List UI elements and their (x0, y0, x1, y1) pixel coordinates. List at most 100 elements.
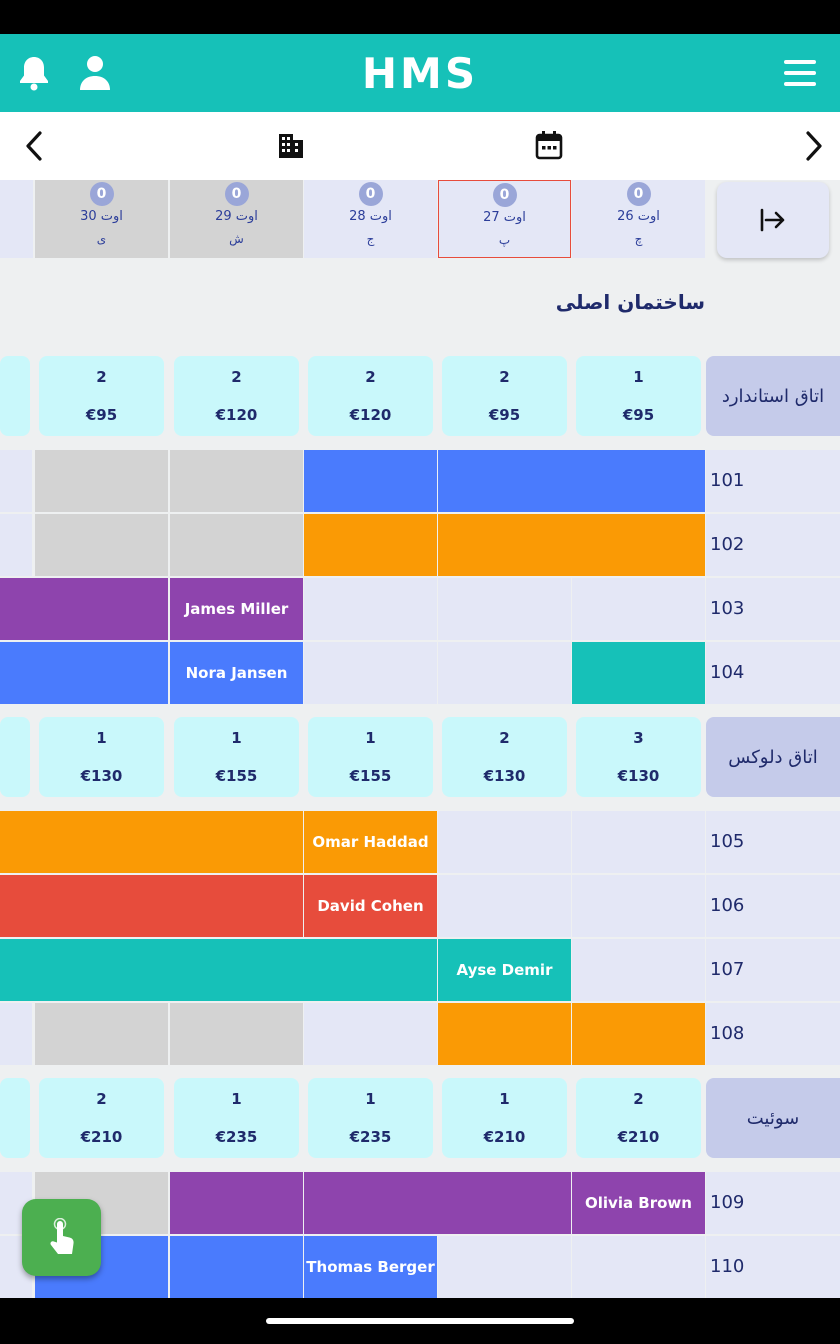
booking-bar[interactable] (0, 642, 168, 704)
room-day-cell[interactable] (304, 578, 437, 640)
room-day-cell[interactable] (35, 514, 168, 576)
room-row: David Cohen 106 (0, 875, 840, 937)
booking-bar[interactable] (0, 811, 303, 873)
booking-bar[interactable] (304, 1172, 571, 1234)
room-price: €210 (80, 1128, 123, 1146)
room-number[interactable]: 108 (706, 1003, 840, 1065)
booking-bar[interactable] (170, 1236, 303, 1298)
booking-bar[interactable] (572, 642, 705, 704)
room-day-cell[interactable] (572, 1236, 705, 1298)
room-type-label[interactable]: سوئیت (706, 1078, 840, 1158)
available-count: 1 (499, 1090, 510, 1108)
booking-bar[interactable] (438, 450, 705, 512)
available-count: 1 (633, 368, 644, 386)
day-cell[interactable]: 0 26 اوت چ (572, 180, 705, 258)
available-count: 3 (633, 729, 644, 747)
room-number[interactable]: 106 (706, 875, 840, 937)
room-number[interactable]: 103 (706, 578, 840, 640)
booking-bar[interactable] (304, 514, 437, 576)
available-count: 2 (365, 368, 376, 386)
day-date: 29 اوت (215, 209, 258, 224)
bell-icon[interactable] (16, 54, 52, 92)
booking-bar[interactable] (438, 1003, 571, 1065)
room-price: €120 (349, 406, 392, 424)
room-row: 101 (0, 450, 840, 512)
room-day-cell[interactable] (170, 514, 303, 576)
room-day-cell[interactable] (438, 811, 571, 873)
room-day-cell[interactable] (572, 875, 705, 937)
user-icon[interactable] (78, 54, 112, 92)
available-count: 2 (633, 1090, 644, 1108)
available-count: 1 (365, 729, 376, 747)
calendar-icon[interactable] (535, 130, 563, 160)
available-count: 1 (96, 729, 107, 747)
availability-cell: 1 €235 (174, 1078, 299, 1158)
day-weekday: ش (229, 232, 244, 246)
available-count: 2 (96, 368, 107, 386)
booking-bar[interactable] (304, 450, 437, 512)
room-day-cell[interactable] (0, 1003, 32, 1065)
tap-hand-icon (49, 1217, 74, 1254)
chevron-left-icon[interactable] (22, 130, 46, 162)
room-row: James Miller 103 (0, 578, 840, 640)
tap-action-button[interactable] (22, 1199, 101, 1276)
room-day-cell[interactable] (35, 450, 168, 512)
booking-bar[interactable] (170, 1172, 303, 1234)
chevron-right-icon[interactable] (802, 130, 826, 162)
room-day-cell[interactable] (170, 450, 303, 512)
room-day-cell[interactable] (572, 939, 705, 1001)
room-day-cell[interactable] (0, 514, 32, 576)
booking-bar[interactable] (0, 939, 133, 1001)
room-number[interactable]: 101 (706, 450, 840, 512)
day-cell[interactable]: 0 29 اوت ش (170, 180, 303, 258)
room-price: €210 (617, 1128, 660, 1146)
day-cell[interactable]: 0 30 اوت ی (35, 180, 168, 258)
room-price: €235 (215, 1128, 258, 1146)
booking-bar[interactable]: David Cohen (304, 875, 437, 937)
room-number[interactable]: 110 (706, 1236, 840, 1298)
booking-bar[interactable] (0, 875, 303, 937)
building-title: ساختمان اصلی (555, 290, 705, 314)
room-day-cell[interactable] (438, 642, 571, 704)
room-number[interactable]: 104 (706, 642, 840, 704)
room-number[interactable]: 109 (706, 1172, 840, 1234)
room-day-cell[interactable] (35, 1003, 168, 1065)
room-day-cell[interactable] (0, 450, 32, 512)
room-type-label[interactable]: اتاق دلوکس (706, 717, 840, 797)
app-bar: HMS (0, 34, 840, 112)
booking-bar[interactable]: Olivia Brown (572, 1172, 705, 1234)
home-indicator[interactable] (266, 1318, 574, 1324)
availability-cell: 2 €210 (39, 1078, 164, 1158)
booking-bar[interactable]: James Miller (170, 578, 303, 640)
room-day-cell[interactable] (572, 811, 705, 873)
hamburger-icon[interactable] (782, 58, 818, 88)
room-number[interactable]: 105 (706, 811, 840, 873)
available-count: 1 (231, 729, 242, 747)
room-day-cell[interactable] (438, 875, 571, 937)
room-day-cell[interactable] (304, 1003, 437, 1065)
room-number[interactable]: 107 (706, 939, 840, 1001)
booking-bar[interactable] (572, 1003, 705, 1065)
room-number[interactable]: 102 (706, 514, 840, 576)
booking-bar[interactable]: Ayse Demir (438, 939, 571, 1001)
room-day-cell[interactable] (572, 578, 705, 640)
booking-bar[interactable] (0, 578, 168, 640)
day-weekday: ج (366, 232, 375, 246)
booking-bar[interactable]: Nora Jansen (170, 642, 303, 704)
day-cell[interactable]: 0 27 اوت پ (438, 180, 571, 258)
room-day-cell[interactable] (438, 578, 571, 640)
room-day-cell[interactable] (304, 642, 437, 704)
availability-cell: 2 €210 (576, 1078, 701, 1158)
day-cell[interactable]: 0 28 اوت ج (304, 180, 437, 258)
building-icon[interactable] (277, 132, 305, 160)
room-day-cell[interactable] (438, 1236, 571, 1298)
booking-bar[interactable]: Thomas Berger (304, 1236, 437, 1298)
room-day-cell[interactable] (170, 1003, 303, 1065)
room-type-label[interactable]: اتاق استاندارد (706, 356, 840, 436)
available-count: 2 (96, 1090, 107, 1108)
availability-cell-partial (0, 1078, 30, 1158)
booking-bar[interactable] (438, 514, 705, 576)
collapse-panel-button[interactable] (717, 182, 829, 258)
room-price: €155 (349, 767, 392, 785)
booking-bar[interactable]: Omar Haddad (304, 811, 437, 873)
